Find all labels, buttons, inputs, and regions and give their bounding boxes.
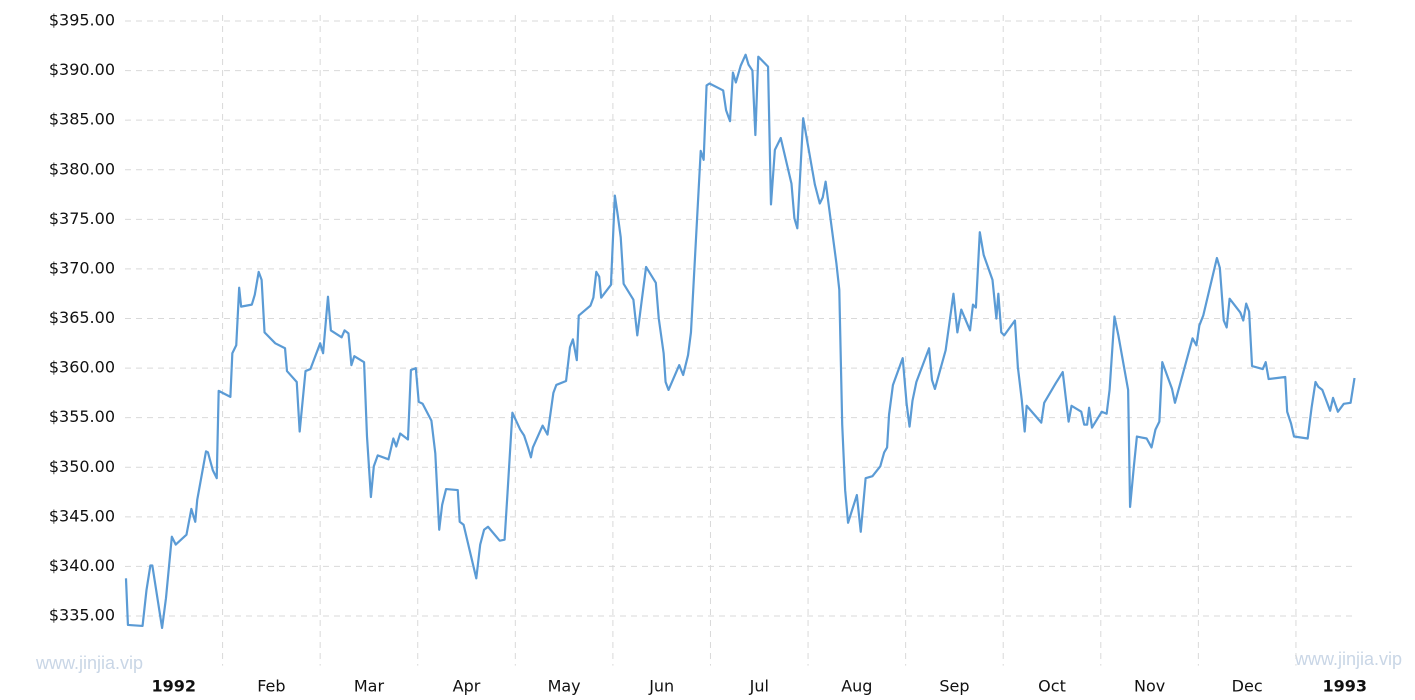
x-tick-label: Aug xyxy=(841,677,872,696)
x-tick-label: Feb xyxy=(257,677,285,696)
y-tick-label: $355.00 xyxy=(49,407,115,426)
y-tick-label: $380.00 xyxy=(49,159,115,178)
x-tick-label: Jun xyxy=(648,677,674,696)
watermark: www.jinjia.vip xyxy=(1294,649,1402,669)
y-tick-label: $335.00 xyxy=(49,606,115,625)
y-tick-label: $345.00 xyxy=(49,506,115,525)
watermark: www.jinjia.vip xyxy=(35,653,143,673)
y-tick-label: $390.00 xyxy=(49,60,115,79)
x-tick-label: Dec xyxy=(1232,677,1263,696)
y-tick-label: $385.00 xyxy=(49,110,115,129)
x-tick-label: Oct xyxy=(1038,677,1066,696)
y-tick-label: $360.00 xyxy=(49,358,115,377)
y-tick-label: $350.00 xyxy=(49,457,115,476)
x-tick-label: Mar xyxy=(354,677,385,696)
y-tick-label: $340.00 xyxy=(49,556,115,575)
y-tick-label: $370.00 xyxy=(49,258,115,277)
x-tick-label: Sep xyxy=(939,677,969,696)
x-tick-label: 1993 xyxy=(1322,677,1367,696)
y-tick-label: $365.00 xyxy=(49,308,115,327)
x-tick-label: 1992 xyxy=(152,677,197,696)
y-tick-label: $375.00 xyxy=(49,209,115,228)
price-line xyxy=(124,53,1356,630)
x-tick-label: May xyxy=(548,677,581,696)
x-tick-label: Jul xyxy=(749,677,769,696)
y-tick-label: $395.00 xyxy=(49,11,115,30)
x-tick-label: Nov xyxy=(1134,677,1165,696)
x-tick-label: Apr xyxy=(453,677,481,696)
